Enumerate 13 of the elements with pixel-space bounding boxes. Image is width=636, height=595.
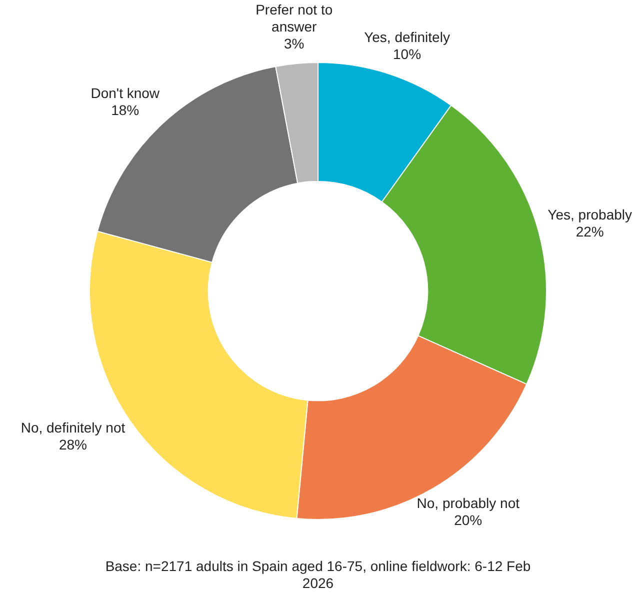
text: Base: n=2171 adults in Spain aged 16-75, online fieldwork: 6-12 Feb 2026: [104, 558, 532, 592]
data-label: 28%: [58, 436, 87, 453]
data-label: 22%: [576, 223, 604, 240]
slice-label: Yes, probably: [548, 206, 632, 222]
data-label: 20%: [454, 512, 482, 528]
data-label: 18%: [111, 102, 140, 118]
data-label: 10%: [393, 46, 422, 62]
slice-label: No, probably not: [416, 494, 520, 511]
slice-label: Don't know: [90, 85, 160, 102]
slice-label: No, definitely not: [20, 420, 126, 436]
slice-label: Prefer not to answer: [256, 1, 333, 34]
data-label: 3%: [284, 35, 304, 52]
slice-label: Yes, definitely: [364, 29, 450, 46]
